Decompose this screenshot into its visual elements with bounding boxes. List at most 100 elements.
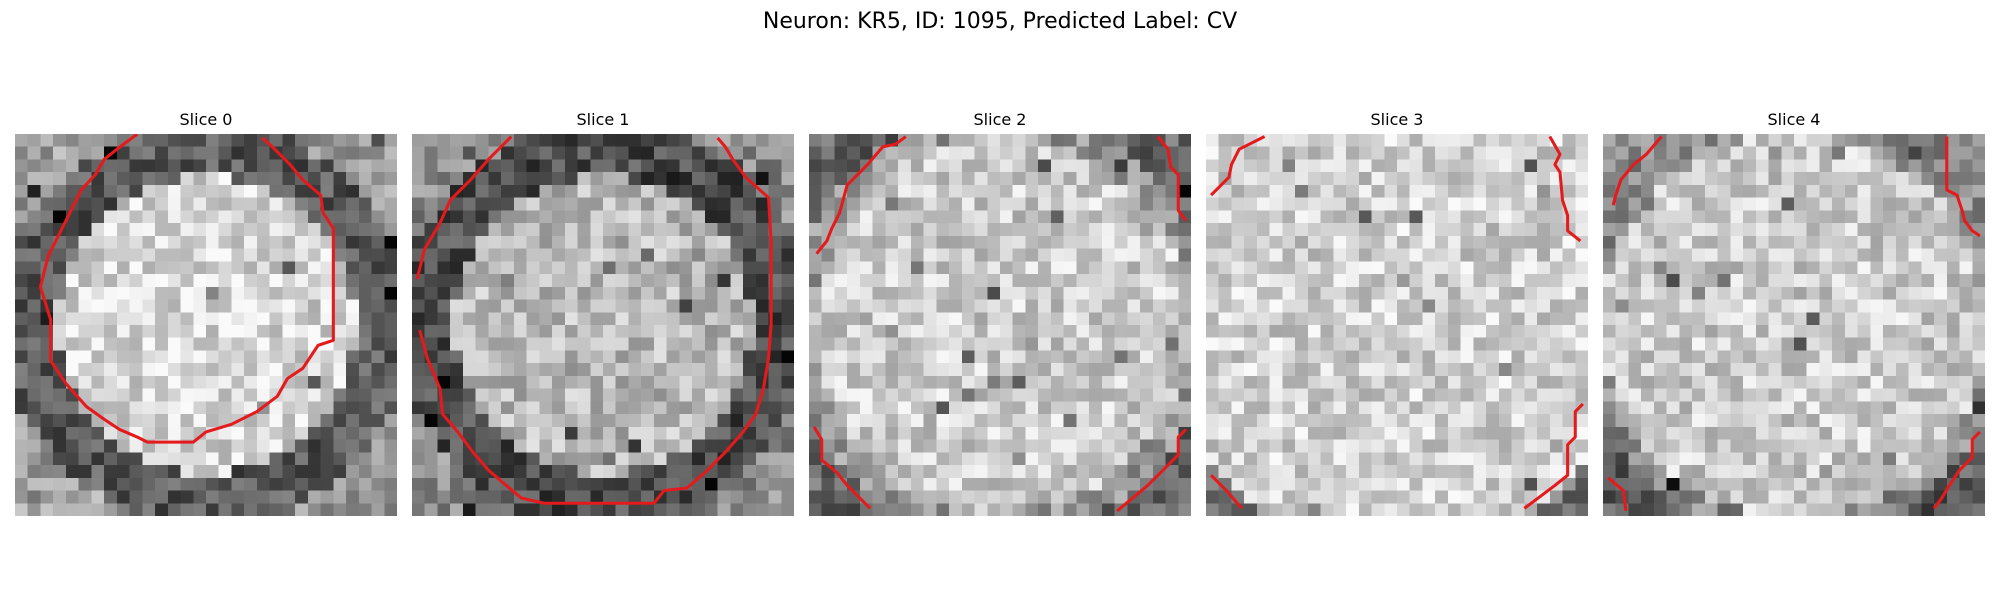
pixel bbox=[1102, 325, 1115, 338]
pixel bbox=[130, 300, 143, 313]
pixel bbox=[450, 325, 463, 338]
pixel bbox=[193, 478, 206, 491]
pixel bbox=[1153, 172, 1166, 185]
pixel bbox=[168, 465, 181, 478]
pixel bbox=[346, 338, 359, 351]
pixel bbox=[384, 338, 397, 351]
pixel bbox=[1550, 376, 1563, 389]
pixel bbox=[1013, 236, 1026, 249]
pixel bbox=[1282, 261, 1295, 274]
pixel bbox=[1166, 312, 1179, 325]
pixel bbox=[552, 338, 565, 351]
pixel bbox=[1679, 363, 1692, 376]
pixel bbox=[1038, 312, 1051, 325]
pixel bbox=[1705, 440, 1718, 453]
pixel bbox=[1473, 223, 1486, 236]
pixel bbox=[1257, 198, 1270, 211]
pixel bbox=[1641, 134, 1654, 147]
pixel bbox=[1102, 172, 1115, 185]
pixel bbox=[257, 452, 270, 465]
pixel bbox=[1883, 274, 1896, 287]
pixel bbox=[1654, 363, 1667, 376]
pixel bbox=[654, 401, 667, 414]
pixel bbox=[1730, 236, 1743, 249]
pixel bbox=[1219, 312, 1232, 325]
pixel bbox=[1896, 427, 1909, 440]
pixel bbox=[219, 401, 232, 414]
pixel bbox=[603, 363, 616, 376]
pixel bbox=[1359, 198, 1372, 211]
pixel bbox=[1102, 452, 1115, 465]
pixel bbox=[53, 147, 66, 160]
pixel bbox=[476, 401, 489, 414]
pixel bbox=[168, 159, 181, 172]
pixel bbox=[1000, 134, 1013, 147]
pixel bbox=[476, 274, 489, 287]
pixel bbox=[514, 210, 527, 223]
pixel bbox=[936, 465, 949, 478]
pixel bbox=[1883, 223, 1896, 236]
pixel bbox=[206, 312, 219, 325]
pixel bbox=[91, 465, 104, 478]
pixel bbox=[1461, 440, 1474, 453]
pixel bbox=[1512, 478, 1525, 491]
pixel bbox=[1321, 350, 1334, 363]
pixel bbox=[987, 185, 1000, 198]
pixel bbox=[1359, 503, 1372, 516]
pixel bbox=[333, 223, 346, 236]
pixel bbox=[781, 236, 794, 249]
pixel bbox=[1140, 376, 1153, 389]
pixel bbox=[168, 376, 181, 389]
pixel bbox=[1435, 478, 1448, 491]
pixel bbox=[1641, 159, 1654, 172]
pixel bbox=[578, 478, 591, 491]
pixel bbox=[1934, 236, 1947, 249]
pixel bbox=[1270, 147, 1283, 160]
pixel bbox=[270, 172, 283, 185]
pixel bbox=[1883, 338, 1896, 351]
pixel bbox=[1448, 185, 1461, 198]
pixel bbox=[1512, 223, 1525, 236]
pixel bbox=[1921, 159, 1934, 172]
pixel bbox=[1321, 338, 1334, 351]
pixel bbox=[1333, 503, 1346, 516]
pixel bbox=[1575, 465, 1588, 478]
pixel bbox=[1051, 491, 1064, 504]
pixel bbox=[1153, 223, 1166, 236]
pixel bbox=[1769, 325, 1782, 338]
pixel bbox=[1512, 503, 1525, 516]
pixel bbox=[1679, 147, 1692, 160]
pixel bbox=[962, 414, 975, 427]
pixel bbox=[130, 414, 143, 427]
pixel bbox=[168, 452, 181, 465]
pixel bbox=[104, 261, 117, 274]
pixel bbox=[616, 376, 629, 389]
pixel bbox=[1769, 503, 1782, 516]
pixel bbox=[1512, 287, 1525, 300]
pixel bbox=[1909, 249, 1922, 262]
pixel bbox=[603, 274, 616, 287]
pixel bbox=[539, 414, 552, 427]
pixel bbox=[1384, 465, 1397, 478]
pixel bbox=[730, 325, 743, 338]
pixel bbox=[1960, 478, 1973, 491]
pixel bbox=[936, 363, 949, 376]
pixel bbox=[244, 389, 257, 402]
pixel bbox=[949, 147, 962, 160]
pixel bbox=[359, 325, 372, 338]
pixel bbox=[450, 478, 463, 491]
pixel bbox=[1807, 223, 1820, 236]
pixel bbox=[1166, 261, 1179, 274]
pixel bbox=[705, 147, 718, 160]
pixel bbox=[270, 401, 283, 414]
pixel bbox=[1616, 300, 1629, 313]
pixel bbox=[590, 172, 603, 185]
pixel bbox=[1718, 389, 1731, 402]
pixel bbox=[1616, 452, 1629, 465]
pixel bbox=[1858, 427, 1871, 440]
pixel bbox=[692, 223, 705, 236]
pixel bbox=[1807, 338, 1820, 351]
pixel bbox=[514, 249, 527, 262]
pixel bbox=[181, 325, 194, 338]
pixel bbox=[1819, 452, 1832, 465]
